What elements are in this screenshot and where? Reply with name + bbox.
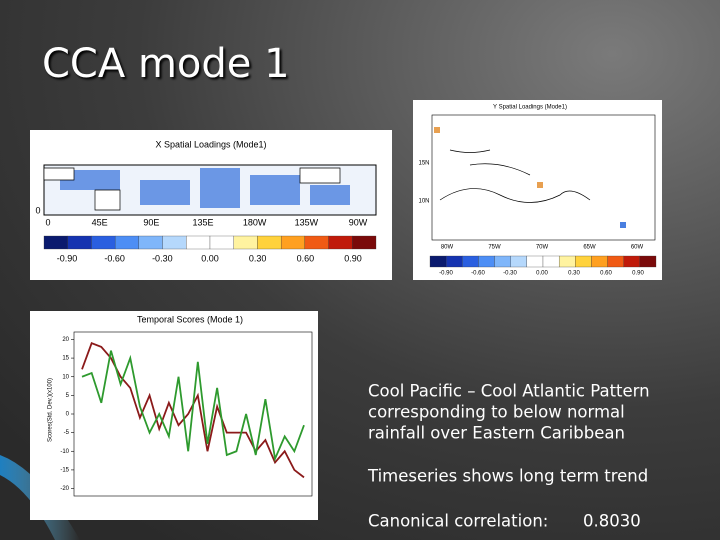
x-map-lon: 0	[45, 217, 50, 227]
colorbar-swatch	[114, 235, 140, 250]
correlation-value: 0.8030	[583, 512, 641, 531]
y-map-colorbar-label: 0.90	[632, 271, 644, 277]
x-map-lon: 90E	[143, 217, 159, 227]
x-map-lon: 90W	[349, 217, 368, 227]
x-map-colorbar-label: -0.30	[152, 253, 173, 263]
y-tick-label: 5	[66, 393, 70, 399]
x-map-lon: 135W	[295, 217, 319, 227]
timeseries-title: Temporal Scores (Mode 1)	[137, 314, 243, 324]
colorbar-swatch	[542, 255, 560, 268]
y-map-lon: 75W	[488, 245, 501, 251]
y-map-lon: 60W	[631, 245, 644, 251]
body-line: Cool Pacific – Cool Atlantic Pattern	[368, 382, 650, 401]
colorbar-swatch	[91, 235, 116, 250]
x-map-colorbar-label: 0.60	[297, 253, 315, 263]
colorbar-swatch	[43, 235, 68, 250]
y-axis-label: Scores(Std. Dev.)(x100)	[48, 378, 54, 442]
y-map-colorbar-label: 0.60	[600, 271, 612, 277]
y-map-point	[620, 222, 626, 228]
y-map-coast	[439, 149, 591, 203]
correlation-label: Canonical correlation:	[368, 512, 548, 531]
x-map-title: X Spatial Loadings (Mode1)	[155, 139, 266, 149]
y-map-colorbar-label: 0.30	[568, 271, 580, 277]
y-map-area	[431, 114, 656, 241]
y-tick-label: 0	[66, 412, 70, 418]
y-map-colorbar-label: -0.60	[471, 271, 485, 277]
colorbar-swatch	[352, 235, 377, 250]
y-tick-label: -10	[60, 449, 69, 455]
body-line: rainfall over Eastern Caribbean	[368, 424, 625, 443]
y-map-lon: 80W	[441, 245, 454, 251]
y-tick-label: -20	[60, 486, 69, 492]
y-map-lat: 10N	[418, 199, 429, 205]
colorbar-swatch	[575, 255, 592, 268]
y-tick-label: -15	[60, 467, 69, 473]
colorbar-swatch	[429, 255, 447, 268]
y-tick-label: 10	[62, 374, 69, 380]
colorbar-swatch	[623, 255, 641, 268]
colorbar-swatch	[257, 235, 282, 250]
series-line	[81, 350, 305, 462]
y-map-point	[537, 182, 543, 188]
y-map-colorbar-label: -0.90	[439, 271, 453, 277]
colorbar-swatch	[445, 255, 463, 268]
slide-title: CCA mode 1	[42, 41, 290, 87]
x-map-pattern	[60, 168, 350, 208]
x-map-lon: 135E	[192, 217, 213, 227]
x-map-land	[43, 167, 341, 211]
colorbar-swatch	[67, 235, 92, 250]
x-map-colorbar-label: 0.00	[201, 253, 219, 263]
y-map-title: Y Spatial Loadings (Mode1)	[493, 105, 567, 111]
x-map-colorbar-label: -0.60	[104, 253, 125, 263]
colorbar-swatch	[494, 255, 511, 268]
y-map-colorbar-label: 0.00	[536, 271, 548, 277]
y-map-lon: 65W	[583, 245, 596, 251]
y-map-lat: 15N	[418, 161, 429, 167]
colorbar-swatch	[280, 235, 306, 250]
y-map-lon: 70W	[536, 245, 549, 251]
x-map-colorbar-label: 0.90	[344, 253, 362, 263]
x-map-lon: 180W	[243, 217, 267, 227]
y-map-colorbar-label: -0.30	[503, 271, 517, 277]
x-map-colorbar-label: 0.30	[249, 253, 267, 263]
colorbar-swatch	[462, 255, 479, 268]
colorbar-swatch	[639, 255, 657, 268]
body-line: Timeseries shows long term trend	[367, 467, 648, 486]
colorbar-swatch	[510, 255, 528, 268]
colorbar-swatch	[186, 235, 211, 250]
y-tick-label: 20	[62, 337, 69, 343]
colorbar-swatch	[162, 235, 187, 250]
colorbar-swatch	[138, 235, 163, 250]
body-line: corresponding to below normal	[368, 403, 625, 422]
x-map-lat: 0	[35, 205, 40, 215]
x-map-lon: 45E	[92, 217, 108, 227]
colorbar-swatch	[328, 235, 353, 250]
y-tick-label: 15	[62, 356, 69, 362]
colorbar-swatch	[526, 255, 544, 268]
colorbar-swatch	[478, 255, 495, 268]
colorbar-swatch	[304, 235, 329, 250]
x-map-colorbar-label: -0.90	[57, 253, 78, 263]
y-tick-label: -5	[64, 430, 70, 436]
colorbar-swatch	[558, 255, 576, 268]
y-map-point	[434, 127, 440, 133]
colorbar-swatch	[233, 235, 258, 250]
colorbar-swatch	[209, 235, 234, 250]
colorbar-swatch	[607, 255, 624, 268]
colorbar-swatch	[591, 255, 608, 268]
